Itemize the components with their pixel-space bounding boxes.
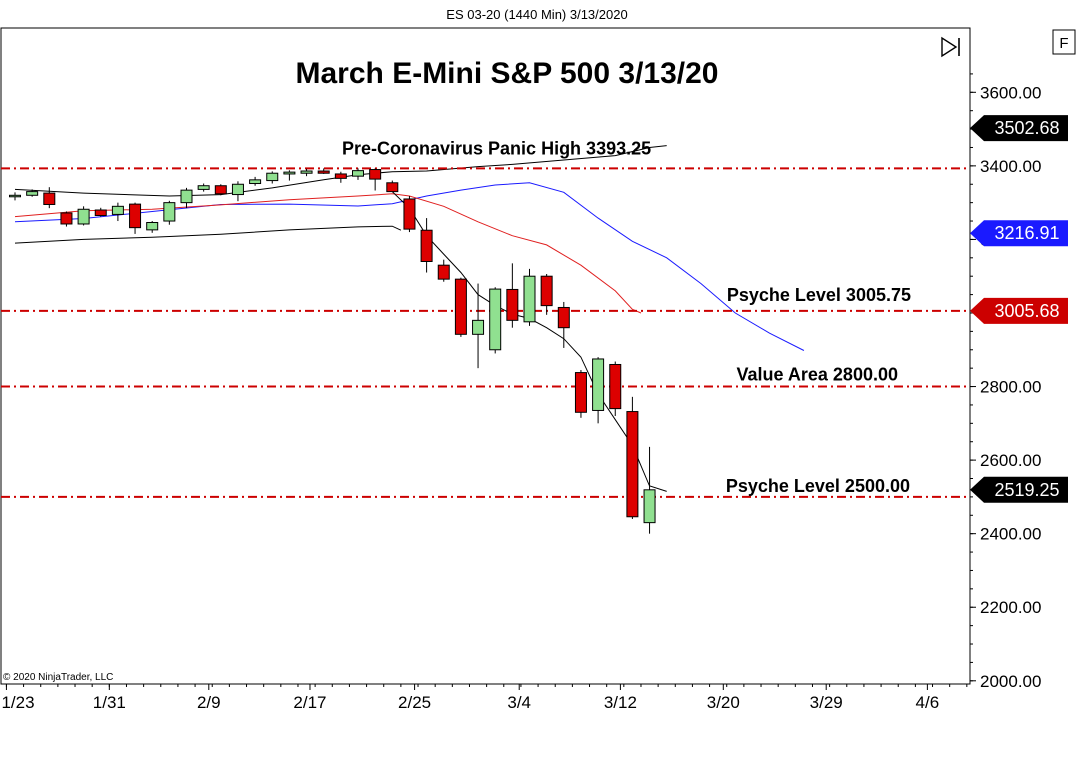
plot-area[interactable]	[0, 27, 971, 685]
x-tick-label: 4/6	[916, 693, 940, 712]
lower-band-line	[14, 225, 402, 244]
candle-body	[506, 288, 519, 321]
candle-body	[369, 169, 382, 180]
price-markers: 3502.68 3216.91 3005.68 2519.25	[970, 115, 1068, 503]
candle-body	[197, 185, 210, 190]
y-tick-label: 2200.00	[980, 598, 1041, 617]
y-axis: 3600.003400.003200.003000.002800.002600.…	[970, 73, 1041, 691]
price-marker-tag	[970, 115, 1068, 142]
candle-body	[643, 489, 656, 524]
price-levels: Pre-Coronavirus Panic High 3393.25 Psyche…	[1, 138, 970, 498]
x-tick-label: 3/4	[507, 693, 531, 712]
f-button[interactable]	[1052, 29, 1076, 55]
candle-body	[489, 288, 502, 351]
candle-body	[111, 205, 124, 215]
candle-body	[9, 194, 21, 198]
candle-body	[317, 170, 330, 174]
price-marker-label: 3005.68	[994, 301, 1059, 321]
x-tick-label: 2/17	[293, 693, 326, 712]
y-tick-label: 2000.00	[980, 672, 1041, 691]
x-tick-label: 3/29	[810, 693, 843, 712]
candle-body	[472, 319, 485, 335]
price-marker-label: 3216.91	[994, 223, 1059, 243]
window-header-title: ES 03-20 (1440 Min) 3/13/2020	[446, 7, 627, 22]
candle-body	[420, 229, 433, 262]
candle-body	[146, 222, 159, 231]
candle-body	[523, 275, 536, 323]
y-tick-label: 2800.00	[980, 378, 1041, 397]
price-marker-label: 3502.68	[994, 118, 1059, 138]
y-tick-label: 3400.00	[980, 157, 1041, 176]
y-tick-label: 2600.00	[980, 451, 1041, 470]
candle-body	[60, 212, 73, 225]
x-tick-label: 2/9	[197, 693, 221, 712]
candle-body	[94, 209, 107, 217]
candle-body	[214, 185, 227, 195]
scroll-to-end-icon[interactable]	[941, 36, 960, 58]
candle-body	[26, 191, 39, 196]
x-tick-label: 3/12	[604, 693, 637, 712]
candlesticks	[9, 168, 656, 534]
x-tick-label: 2/25	[398, 693, 431, 712]
candle-body	[334, 173, 347, 179]
y-tick-label: 2400.00	[980, 525, 1041, 544]
price-marker-tag	[970, 297, 1068, 324]
f-button-label: F	[1059, 35, 1068, 52]
candle-body	[592, 358, 605, 411]
price-marker-tag	[970, 476, 1068, 503]
candle-body	[180, 189, 193, 204]
x-axis: 1/23 1/31 2/9 2/17 2/25 3/4 3/12 3/20 3/29 4/6	[1, 684, 968, 712]
x-tick-label: 3/20	[707, 693, 740, 712]
candle-body	[437, 264, 450, 280]
x-tick-label: 1/23	[1, 693, 34, 712]
y-tick-label: 3600.00	[980, 83, 1041, 102]
candle-body	[163, 202, 176, 222]
candle-body	[609, 363, 622, 410]
candle-body	[266, 172, 279, 182]
candle-body	[352, 170, 364, 177]
candle-body	[129, 203, 142, 229]
candle-body	[454, 278, 467, 335]
candle-body	[626, 411, 639, 518]
copyright-text: © 2020 NinjaTrader, LLC	[3, 672, 113, 683]
candle-body	[283, 171, 296, 175]
chart-title: March E-Mini S&P 500 3/13/20	[296, 57, 719, 90]
candle-body	[300, 170, 313, 174]
price-marker-tag	[970, 220, 1068, 247]
candle-body	[43, 192, 56, 205]
level-label: Value Area 2800.00	[737, 365, 898, 385]
candle-body	[77, 208, 90, 225]
level-label: Psyche Level 2500.00	[726, 476, 910, 496]
candle-body	[249, 179, 262, 185]
candle-body	[557, 306, 570, 329]
x-tick-label: 1/31	[93, 693, 126, 712]
level-label: Psyche Level 3005.75	[727, 285, 911, 305]
price-marker-label: 2519.25	[994, 480, 1059, 500]
level-label: Pre-Coronavirus Panic High 3393.25	[342, 138, 651, 158]
candle-body	[574, 372, 587, 413]
candle-body	[386, 182, 399, 193]
candle-body	[231, 183, 244, 196]
candle-body	[403, 198, 416, 230]
candle-body	[540, 275, 553, 307]
